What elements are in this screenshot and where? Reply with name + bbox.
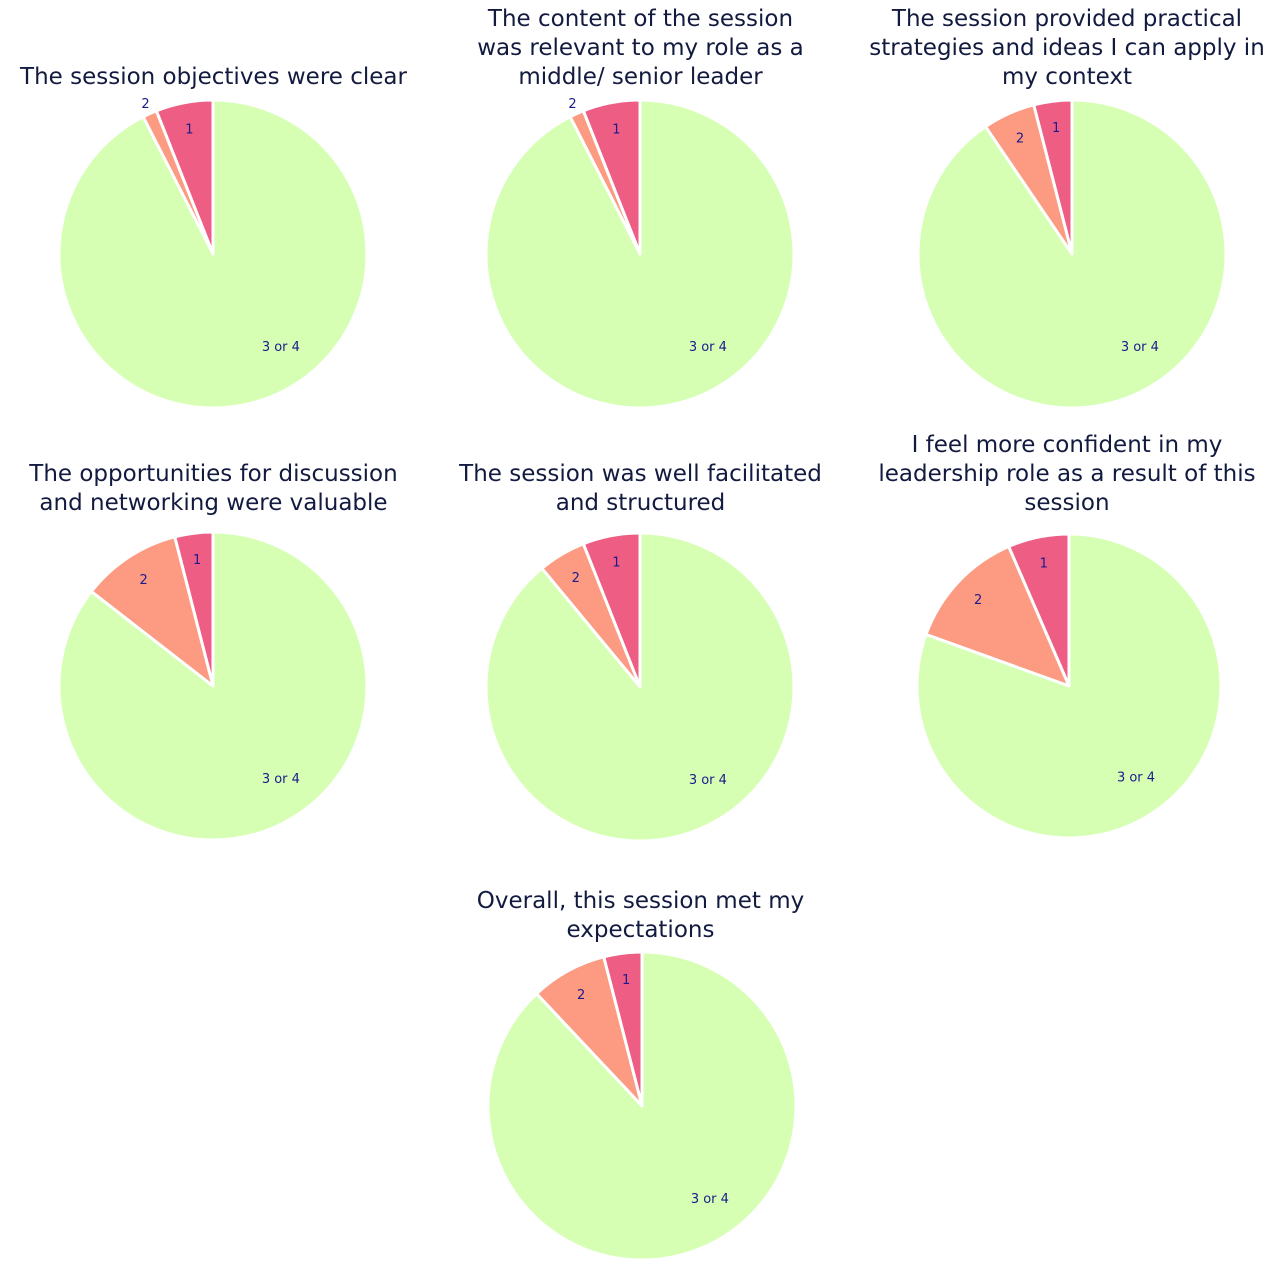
- chart-title: The content of the session was relevant …: [477, 6, 804, 90]
- data-label-1: 1: [185, 122, 193, 137]
- data-label-3-or-4: 3 or 4: [1121, 340, 1159, 355]
- pie-panel-content-relevant: The content of the session was relevant …: [427, 0, 854, 420]
- chart-title: The opportunities for discussion and net…: [29, 461, 398, 516]
- data-label-2: 2: [141, 97, 149, 112]
- pie-panel-practical-strategies: The session provided practical strategie…: [854, 0, 1280, 420]
- slice-3-or-4: [486, 950, 798, 1262]
- pie-chart: 1 2 3 or 4: [916, 98, 1228, 410]
- data-label-3-or-4: 3 or 4: [691, 1192, 729, 1207]
- chart-title: The session objectives were clear: [20, 64, 407, 90]
- slice-3-or-4: [916, 98, 1228, 410]
- pie-chart: 1 2 3 or 4: [915, 532, 1223, 840]
- slice-2: [89, 535, 215, 688]
- pie-panel-discussion-networking: The opportunities for discussion and net…: [0, 420, 427, 850]
- data-label-1: 1: [1052, 121, 1060, 136]
- slice-3-or-4: [484, 98, 796, 410]
- data-label-3-or-4: 3 or 4: [262, 340, 300, 355]
- pie-chart: 1 2 3 or 4: [486, 950, 798, 1262]
- data-label-1: 1: [622, 973, 630, 988]
- pie-chart: 1 2 3 or 4: [484, 531, 796, 843]
- pie-panel-more-confident: I feel more confident in my leadership r…: [854, 420, 1280, 850]
- chart-title: The session provided practical strategie…: [869, 6, 1265, 90]
- slice-2: [924, 545, 1071, 688]
- data-label-2: 2: [568, 97, 576, 112]
- data-label-3-or-4: 3 or 4: [689, 773, 727, 788]
- chart-title: The session was well facilitated and str…: [459, 461, 822, 516]
- pie-panel-well-facilitated: The session was well facilitated and str…: [427, 420, 854, 850]
- data-label-3-or-4: 3 or 4: [1117, 771, 1155, 786]
- chart-title: I feel more confident in my leadership r…: [878, 432, 1256, 516]
- data-label-1: 1: [612, 122, 620, 137]
- pie-chart: 1 2 3 or 4: [484, 97, 796, 410]
- pie-chart: 1 2 3 or 4: [57, 530, 369, 842]
- data-label-2: 2: [577, 988, 585, 1003]
- data-label-2: 2: [1016, 131, 1024, 146]
- slice-3-or-4: [57, 530, 369, 842]
- slice-3-or-4: [484, 531, 796, 843]
- chart-title: Overall, this session met my expectation…: [476, 888, 805, 943]
- data-label-3-or-4: 3 or 4: [689, 340, 727, 355]
- pie-chart: 1 2 3 or 4: [57, 97, 369, 410]
- slice-3-or-4: [57, 98, 369, 410]
- data-label-1: 1: [612, 555, 620, 570]
- slice-3-or-4: [915, 532, 1223, 840]
- data-label-1: 1: [193, 553, 201, 568]
- pie-panel-met-expectations: Overall, this session met my expectation…: [427, 850, 854, 1280]
- data-label-2: 2: [572, 571, 580, 586]
- pie-panel-objectives-clear: The session objectives were clear 1 2 3 or…: [0, 0, 427, 420]
- data-label-2: 2: [974, 593, 982, 608]
- data-label-3-or-4: 3 or 4: [262, 772, 300, 787]
- data-label-2: 2: [140, 573, 148, 588]
- data-label-1: 1: [1040, 556, 1048, 571]
